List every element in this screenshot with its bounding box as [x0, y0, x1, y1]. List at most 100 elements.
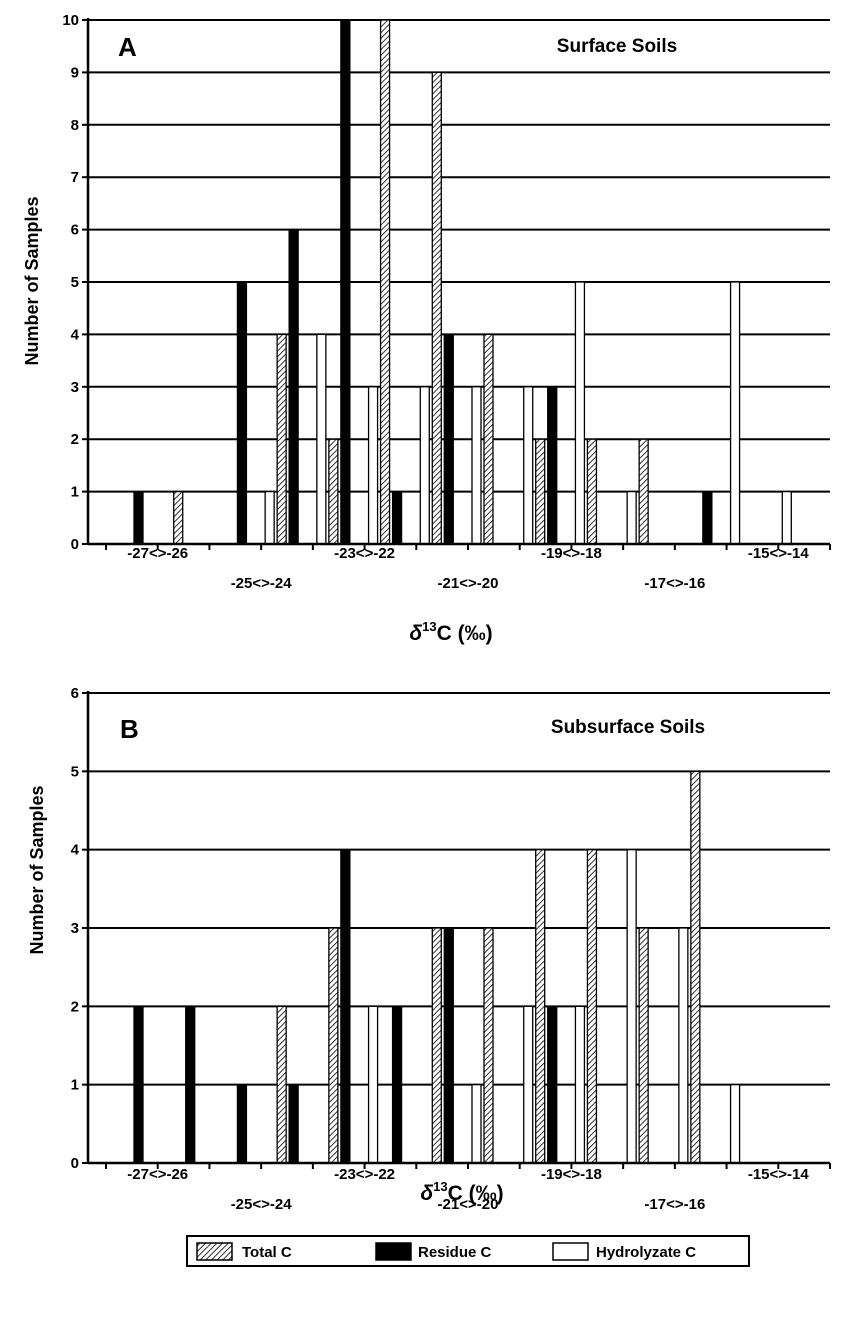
panel-b-y-ticks: 0 1 2 3 4 5 6 — [71, 685, 88, 1172]
panel-a-x-tick-label: -21<>-20 — [438, 575, 499, 592]
panel-a-bar-residue-c-6 — [443, 333, 454, 545]
panel-a-bar-hydrolyzate-c-5 — [367, 386, 379, 545]
panel-a-y-axis-label: Number of Samples — [22, 196, 42, 365]
panel-b-chart: 0 1 2 3 4 5 6 -27<>-26 -25<>-24 -23<>-22 -21<>-20… — [27, 685, 831, 1213]
panel-a-y-tick-label: 8 — [71, 117, 79, 134]
panel-a-bar-total-c-4 — [328, 438, 339, 545]
panel-b-y-tick-label: 0 — [71, 1155, 79, 1172]
panel-a-bar-residue-c-2 — [236, 281, 248, 545]
panel-b-bar-hydrolyzate-c-11 — [678, 927, 689, 1164]
panel-a-bar-hydrolyzate-c-4 — [316, 333, 327, 545]
panel-a-x-tick-label: -23<>-22 — [334, 545, 395, 562]
panel-a-x-axis-label: δ13C (‰) — [409, 619, 492, 645]
panel-b-bar-total-c-9 — [586, 849, 598, 1164]
panel-a-bar-total-c-6 — [431, 71, 442, 545]
panel-b-gridlines — [88, 692, 830, 1086]
panel-b-bar-hydrolyzate-c-7 — [471, 1084, 482, 1164]
panel-a-y-tick-label: 7 — [71, 169, 79, 186]
panel-b-bar-hydrolyzate-c-10 — [626, 849, 637, 1164]
panel-b-x-ticks: -27<>-26 -25<>-24 -23<>-22 -21<>-20 -19<>-18… — [105, 1163, 831, 1213]
panel-a-x-tick-label: -15<>-14 — [748, 545, 810, 562]
panel-b-y-tick-label: 1 — [71, 1077, 79, 1094]
panel-a-x-tick-label: -25<>-24 — [231, 575, 293, 592]
panel-a-bar-residue-c-3 — [288, 228, 299, 545]
panel-b-letter: B — [120, 714, 139, 744]
panel-b-bar-total-c-11 — [690, 770, 701, 1164]
panel-b-bar-residue-c-1 — [185, 1005, 196, 1164]
panel-a-bar-total-c-1 — [173, 490, 184, 545]
panel-b-bar-hydrolyzate-c-5 — [367, 1005, 379, 1164]
panel-a-bars — [133, 19, 792, 545]
legend-label-hydrolyzate-c: Hydrolyzate C — [596, 1244, 696, 1261]
panel-a-x-tick-label: -19<>-18 — [541, 545, 602, 562]
panel-b-bar-hydrolyzate-c-9 — [574, 1005, 586, 1164]
panel-b-y-tick-label: 5 — [71, 763, 79, 780]
panel-b-bar-residue-c-8 — [547, 1005, 558, 1164]
panel-b-y-tick-label: 2 — [71, 998, 79, 1015]
legend-box — [186, 1235, 750, 1267]
panel-b-title: Subsurface Soils — [551, 717, 705, 738]
legend-label-total-c: Total C — [242, 1244, 292, 1261]
panel-a-x-tick-label: -27<>-26 — [127, 545, 188, 562]
panel-b-x-tick-label: -19<>-18 — [541, 1166, 602, 1183]
panel-a-bar-hydrolyzate-c-6 — [419, 386, 430, 545]
panel-b-bar-hydrolyzate-c-12 — [729, 1084, 741, 1164]
panel-a-y-tick-label: 6 — [71, 222, 79, 239]
panel-b-bar-total-c-7 — [483, 927, 494, 1164]
panel-a-y-tick-label: 2 — [71, 431, 79, 448]
panel-b-bar-residue-c-2 — [236, 1084, 248, 1164]
panel-a-y-tick-label: 0 — [71, 536, 79, 553]
panel-b-bar-total-c-3 — [276, 1005, 287, 1164]
legend: Total C Residue C Hydrolyzate C — [186, 1235, 750, 1267]
panel-b-bar-total-c-4 — [328, 927, 339, 1164]
panel-a-y-tick-label: 10 — [62, 12, 79, 29]
panel-b-x-tick-label: -17<>-16 — [644, 1196, 705, 1213]
panel-a-bar-hydrolyzate-c-13 — [781, 490, 792, 545]
panel-b-bar-total-c-6 — [431, 927, 442, 1164]
panel-a-bar-hydrolyzate-c-9 — [574, 281, 586, 545]
panel-a-bar-residue-c-11 — [702, 490, 713, 545]
panel-a-bar-residue-c-5 — [391, 490, 403, 545]
legend-swatch-total-c — [196, 1242, 233, 1261]
panel-a-gridlines — [88, 19, 830, 493]
panel-a-y-tick-label: 1 — [71, 484, 79, 501]
panel-a-title: Surface Soils — [557, 36, 677, 57]
panel-a-bar-total-c-9 — [586, 438, 598, 545]
panel-b-x-axis-label: δ13C (‰) — [420, 1179, 503, 1205]
panel-a-y-tick-label: 9 — [71, 64, 79, 81]
panel-b-y-tick-label: 6 — [71, 685, 79, 702]
panel-b-x-tick-label: -27<>-26 — [127, 1166, 188, 1183]
panel-b-x-tick-label: -21<>-20 — [438, 1196, 499, 1213]
panel-a-bar-residue-c-8 — [547, 386, 558, 545]
panel-b-bar-residue-c-0 — [133, 1005, 144, 1164]
panel-b-y-tick-label: 4 — [71, 842, 80, 859]
legend-swatch-hydrolyzate-c — [552, 1242, 589, 1261]
panel-b-y-tick-label: 3 — [71, 920, 79, 937]
panel-b-bars — [133, 770, 741, 1164]
panel-a-y-tick-label: 4 — [71, 326, 80, 343]
legend-swatch-residue-c — [375, 1242, 412, 1261]
panel-a-bar-hydrolyzate-c-3 — [264, 490, 275, 545]
panel-b-bar-hydrolyzate-c-8 — [523, 1005, 534, 1164]
panel-a-bar-hydrolyzate-c-12 — [729, 281, 741, 545]
panel-a-bar-hydrolyzate-c-8 — [523, 386, 534, 545]
panel-a-y-ticks: 0 1 2 3 4 5 6 7 8 9 10 — [62, 12, 88, 553]
panel-b-bar-total-c-8 — [535, 849, 546, 1164]
panel-a-bar-total-c-3 — [276, 333, 287, 545]
panel-b-bar-residue-c-6 — [443, 927, 454, 1164]
panel-a-bar-total-c-7 — [483, 333, 494, 545]
panel-b-bar-residue-c-5 — [391, 1005, 403, 1164]
panel-b-bar-residue-c-3 — [288, 1084, 299, 1164]
panel-a-letter: A — [118, 32, 137, 62]
panel-a-bar-total-c-10 — [638, 438, 649, 545]
panel-b-bar-total-c-10 — [638, 927, 649, 1164]
panel-a-x-tick-label: -17<>-16 — [644, 575, 705, 592]
panel-a-bar-hydrolyzate-c-7 — [471, 386, 482, 545]
legend-label-residue-c: Residue C — [418, 1244, 492, 1261]
panel-a-bar-hydrolyzate-c-10 — [626, 490, 637, 545]
panel-a-bar-total-c-8 — [535, 438, 546, 545]
panel-a-y-tick-label: 5 — [71, 274, 79, 291]
panel-b-bar-residue-c-4 — [340, 849, 351, 1164]
panel-b-x-tick-label: -23<>-22 — [334, 1166, 395, 1183]
